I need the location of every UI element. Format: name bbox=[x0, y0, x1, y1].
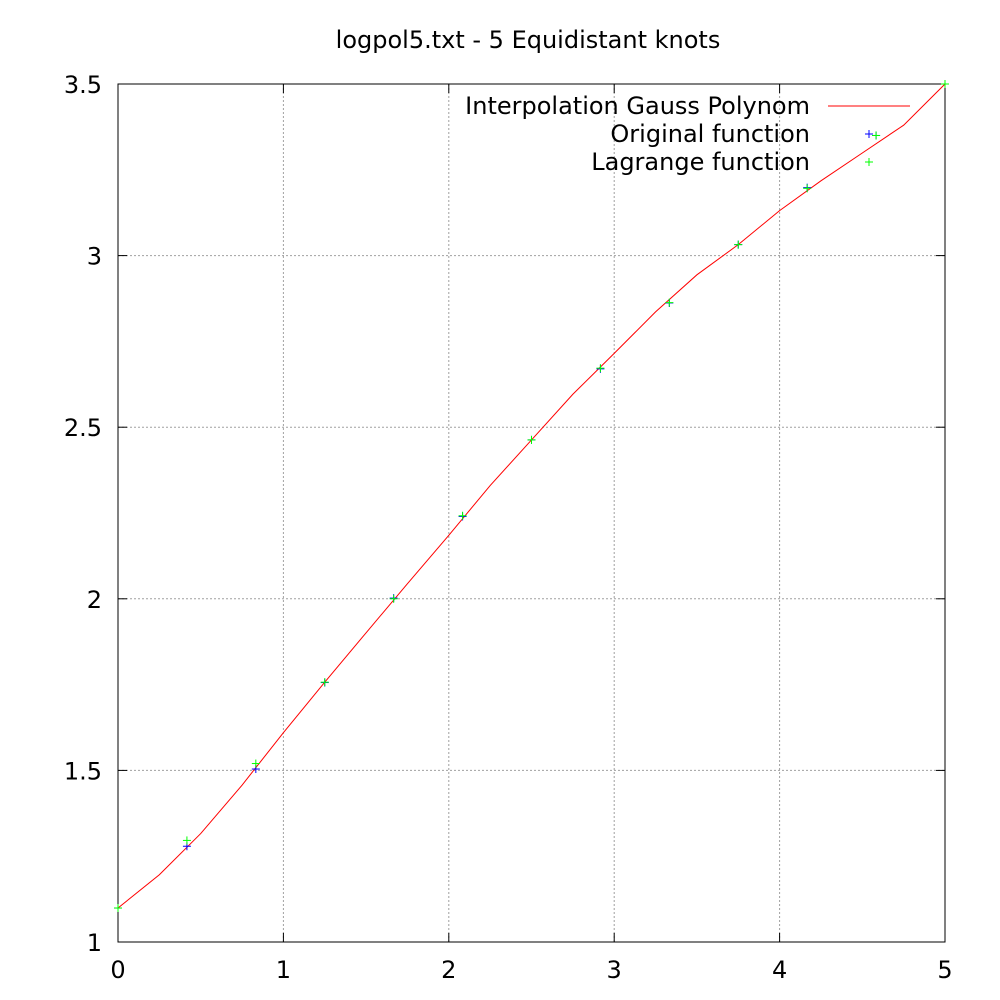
legend-label: Lagrange function bbox=[591, 148, 810, 176]
data-point bbox=[252, 760, 260, 768]
legend-marker-sample bbox=[865, 158, 873, 166]
x-tick-label: 3 bbox=[607, 956, 622, 984]
y-tick-label: 2.5 bbox=[64, 414, 102, 442]
series-layer bbox=[114, 80, 949, 912]
x-tick-label: 1 bbox=[276, 956, 291, 984]
data-point bbox=[183, 836, 191, 844]
y-tick-label: 3.5 bbox=[64, 71, 102, 99]
plot-border bbox=[118, 84, 945, 942]
data-point bbox=[596, 364, 604, 372]
y-tick-label: 3 bbox=[87, 243, 102, 271]
series-0 bbox=[118, 84, 945, 908]
y-tick-label: 1.5 bbox=[64, 757, 102, 785]
y-tick-label: 2 bbox=[87, 586, 102, 614]
legend-label: Interpolation Gauss Polynom bbox=[465, 92, 810, 120]
axes: 0 1 2 3 4 511.522.533.5 bbox=[64, 71, 953, 984]
data-point bbox=[665, 299, 673, 307]
x-tick-label: 0 bbox=[110, 956, 125, 984]
data-point bbox=[803, 184, 811, 192]
chart-title: logpol5.txt - 5 Equidistant knots bbox=[336, 26, 721, 54]
x-tick-label: 4 bbox=[772, 956, 787, 984]
series-1 bbox=[114, 80, 949, 912]
x-tick-label: 5 bbox=[937, 956, 952, 984]
series-2 bbox=[114, 80, 949, 912]
data-point bbox=[459, 512, 467, 520]
y-tick-label: 1 bbox=[87, 929, 102, 957]
data-point bbox=[872, 131, 880, 139]
legend-label: Original function bbox=[610, 120, 810, 148]
legend-marker-sample bbox=[865, 130, 873, 138]
series-line bbox=[118, 84, 945, 908]
grid-lines bbox=[118, 84, 945, 942]
x-tick-label: 2 bbox=[441, 956, 456, 984]
